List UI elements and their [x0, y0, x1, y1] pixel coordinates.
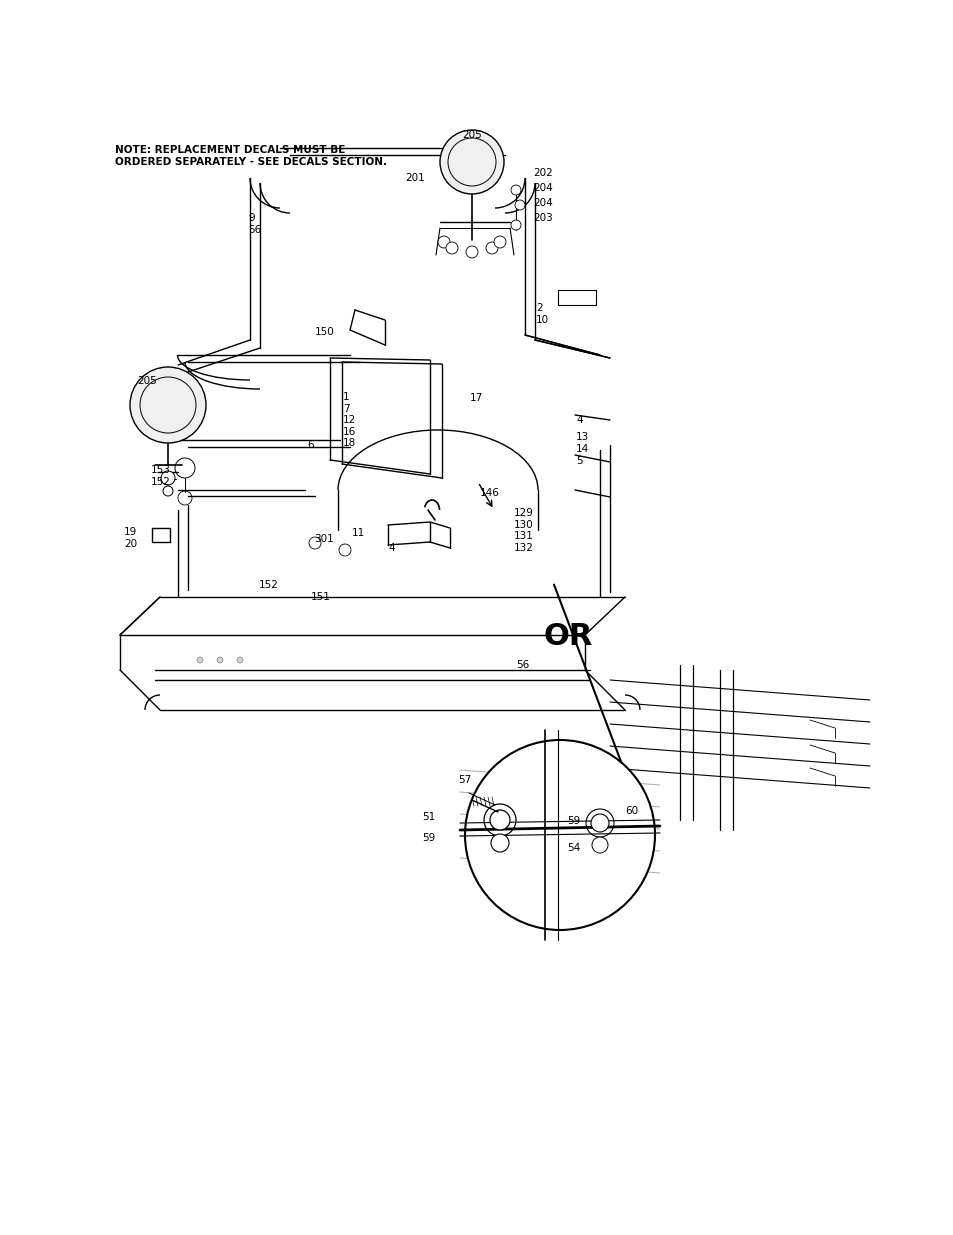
Text: 129
130
131
132: 129 130 131 132 [514, 508, 534, 553]
Text: 60: 60 [624, 806, 638, 816]
Text: 201: 201 [405, 173, 424, 183]
Text: 1
7
12
16
18: 1 7 12 16 18 [343, 391, 355, 448]
Circle shape [446, 242, 457, 254]
Text: 57: 57 [457, 776, 471, 785]
Text: 151: 151 [311, 592, 331, 601]
Text: 4: 4 [388, 543, 395, 553]
Circle shape [490, 810, 510, 830]
Circle shape [464, 740, 655, 930]
Text: 205: 205 [461, 130, 481, 140]
Text: 9
56: 9 56 [248, 212, 261, 235]
Text: 17: 17 [470, 393, 483, 403]
Circle shape [592, 837, 607, 853]
Circle shape [491, 834, 509, 852]
Text: 6: 6 [307, 440, 314, 450]
Text: 205: 205 [137, 375, 156, 387]
Text: 4: 4 [576, 415, 582, 425]
Circle shape [161, 471, 174, 485]
Circle shape [439, 130, 503, 194]
Text: 11: 11 [352, 529, 365, 538]
Text: 301: 301 [314, 534, 334, 543]
Circle shape [236, 657, 243, 663]
Text: 19
20: 19 20 [124, 527, 137, 548]
Circle shape [130, 367, 206, 443]
Text: 56: 56 [516, 659, 529, 671]
Text: 204: 204 [533, 198, 552, 207]
Circle shape [216, 657, 223, 663]
Text: OR: OR [543, 622, 593, 651]
Text: 2
10: 2 10 [536, 303, 549, 325]
Circle shape [437, 236, 450, 248]
Text: 202: 202 [533, 168, 552, 178]
Circle shape [511, 185, 520, 195]
Circle shape [494, 236, 505, 248]
Text: 13
14: 13 14 [576, 432, 589, 453]
Text: 51: 51 [421, 811, 435, 823]
Circle shape [590, 814, 608, 832]
Circle shape [515, 200, 524, 210]
Circle shape [465, 246, 477, 258]
Text: 59: 59 [421, 832, 435, 844]
Circle shape [485, 242, 497, 254]
Text: 146: 146 [479, 488, 499, 498]
Text: 204: 204 [533, 183, 552, 193]
Text: 5: 5 [576, 456, 582, 466]
Text: 150: 150 [314, 327, 335, 337]
Text: NOTE: REPLACEMENT DECALS MUST BE
ORDERED SEPARATELY - SEE DECALS SECTION.: NOTE: REPLACEMENT DECALS MUST BE ORDERED… [115, 144, 387, 167]
Circle shape [511, 220, 520, 230]
Text: 54: 54 [566, 844, 579, 853]
Text: 59: 59 [566, 816, 579, 826]
Circle shape [196, 657, 203, 663]
Text: 153
152: 153 152 [151, 466, 171, 487]
Text: 203: 203 [533, 212, 552, 224]
Text: 152: 152 [258, 580, 278, 590]
Circle shape [163, 487, 172, 496]
